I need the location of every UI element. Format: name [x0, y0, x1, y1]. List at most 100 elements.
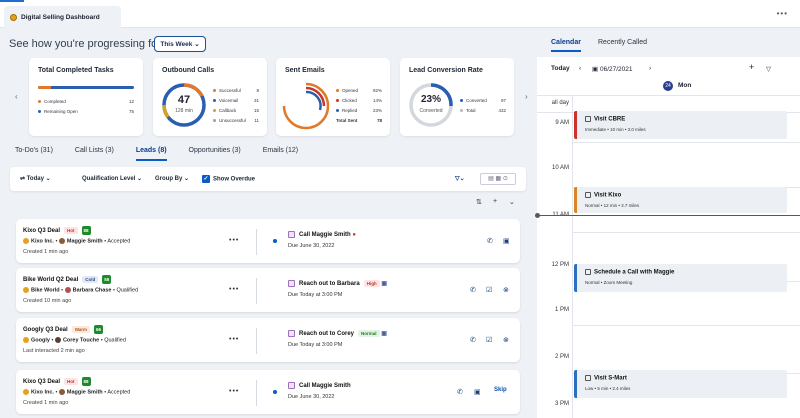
phone-icon[interactable]: ✆ [487, 238, 493, 245]
alert-icon: ● [352, 232, 356, 239]
tab-leads[interactable]: Leads (8) [135, 147, 167, 161]
calendar-icon[interactable]: ▣ [503, 238, 510, 245]
card-outbound-calls[interactable]: Outbound Calls 47 128 min Successful 8 Vo… [153, 58, 267, 136]
sort-order-icon[interactable]: ⇅ [476, 199, 482, 206]
carousel-next-icon[interactable]: › [525, 92, 528, 101]
checkbox-icon[interactable]: ☑ [486, 287, 493, 294]
chevron-down-icon: ⌄ [137, 176, 143, 182]
lead-status: Qualified [104, 337, 126, 344]
owner-name[interactable]: Maggie Smith [66, 389, 103, 396]
next-action[interactable]: Call Maggie Smith ● [288, 231, 356, 238]
skip-button[interactable]: Skip [494, 387, 507, 393]
show-overdue-checkbox[interactable]: ✓ Show Overdue [202, 175, 255, 183]
close-circle-icon[interactable]: ⊗ [503, 337, 509, 344]
lead-created: Created 1 min ago [23, 400, 69, 406]
next-action[interactable]: Reach out to Barbara High ▣ [288, 280, 387, 287]
event-call-maggie[interactable]: Schedule a Call with Maggie Normal • Zoo… [574, 264, 787, 292]
legend-value: 92% [372, 88, 382, 93]
tab-call-lists[interactable]: Call Lists (3) [74, 147, 114, 154]
legend-dot [460, 109, 463, 113]
temperature-badge: Hot [64, 378, 78, 385]
tab-emails[interactable]: Emails (12) [262, 147, 299, 154]
carousel-prev-icon[interactable]: ‹ [15, 92, 18, 101]
legend-label: Callback [219, 108, 237, 113]
phone-icon[interactable]: ✆ [457, 389, 463, 396]
owner-name[interactable]: Maggie Smith [66, 238, 103, 245]
event-visit-cbre[interactable]: Visit CBRE Immediate • 10 min • 3.0 mile… [574, 111, 787, 139]
hour-label: 9 AM [555, 120, 569, 126]
owner-name[interactable]: Barbara Chase [72, 287, 112, 294]
next-action[interactable]: Call Maggie Smith [288, 382, 351, 389]
card-lead-conversion[interactable]: Lead Conversion Rate 23% Converted Conve… [400, 58, 514, 136]
more-menu-icon[interactable]: ••• [776, 9, 788, 18]
date-filter[interactable]: ⇌ Today ⌄ [20, 175, 51, 182]
event-title: Schedule a Call with Maggie [585, 269, 674, 276]
event-title-text: Schedule a Call with Maggie [594, 269, 675, 276]
legend-dot [213, 89, 216, 93]
event-visit-kixo[interactable]: Visit Kixo Normal • 12 min • 3.7 miles [574, 187, 787, 213]
lead-card[interactable]: Kixo Q3 Deal Hot 88 Kixo Inc. • Maggie Smi… [16, 219, 520, 263]
event-title-text: Visit CBRE [594, 116, 626, 123]
period-dropdown[interactable]: This Week ⌄ [154, 36, 206, 52]
filter-icon[interactable]: ▽⌄ [455, 176, 465, 182]
divider [256, 229, 257, 255]
group-by-filter[interactable]: Group By ⌄ [155, 175, 189, 182]
lead-card[interactable]: Kixo Q3 Deal Hot 88 Kixo Inc. • Maggie Smi… [16, 370, 520, 414]
company-name[interactable]: Bike World [31, 287, 60, 294]
chevron-down-icon: ⌄ [45, 176, 51, 182]
event-visit-smart[interactable]: Visit S-Mart Low • 5 min • 2.4 miles [574, 370, 787, 398]
more-actions-icon[interactable]: ••• [229, 237, 240, 244]
lead-created: Last interacted 2 min ago [23, 348, 85, 354]
total-label: Total Sent [336, 118, 358, 123]
lead-card[interactable]: Googly Q3 Deal Warm 66 Googly • Corey Touc… [16, 318, 520, 362]
company-name[interactable]: Kixo Inc. [31, 389, 54, 396]
add-event-icon[interactable]: + [749, 62, 755, 72]
more-actions-icon[interactable]: ••• [229, 388, 240, 395]
card-title: Sent Emails [285, 67, 325, 74]
next-day-icon[interactable]: › [649, 65, 652, 72]
tab-calendar[interactable]: Calendar [551, 39, 581, 52]
card-sent-emails[interactable]: Sent Emails Opened 92% Clicked 14% Replied… [276, 58, 390, 136]
legend-label: Opened [342, 88, 359, 93]
next-action[interactable]: Reach out to Corey Normal ▣ [288, 330, 387, 337]
time-gutter [572, 95, 573, 418]
task-icon [288, 280, 295, 287]
prev-day-icon[interactable]: ‹ [579, 65, 582, 72]
checkbox-icon[interactable]: ☑ [486, 337, 493, 344]
company-name[interactable]: Googly [31, 337, 50, 344]
more-actions-icon[interactable]: ••• [229, 286, 240, 293]
today-button[interactable]: Today [551, 65, 570, 72]
view-toggle[interactable]: ▤ ▦ ⊙ [480, 173, 516, 185]
tab-todos[interactable]: To-Do's (31) [15, 147, 53, 154]
chevron-down-icon[interactable]: ⌄ [509, 199, 515, 206]
lead-card[interactable]: Bike World Q2 Deal Cold 55 Bike World • Ba… [16, 268, 520, 312]
legend-item: Successful 8 [213, 88, 259, 93]
action-label: Call Maggie Smith [299, 232, 351, 239]
event-icon [585, 269, 591, 275]
qualification-filter[interactable]: Qualification Level ⌄ [82, 175, 142, 182]
more-actions-icon[interactable]: ••• [229, 336, 240, 343]
grid-line [572, 142, 800, 143]
lead-title: Kixo Q3 Deal Hot 88 [23, 377, 91, 386]
phone-icon[interactable]: ✆ [470, 337, 476, 344]
tab-opportunities[interactable]: Opportunities (3) [188, 147, 241, 154]
lead-title: Googly Q3 Deal Warm 66 [23, 325, 104, 334]
lead-title-text: Kixo Q3 Deal [23, 228, 61, 235]
legend-item: Total 432 [460, 108, 506, 113]
company-name[interactable]: Kixo Inc. [31, 238, 54, 245]
calendar-panel: Calendar Recently Called Today ‹ ▣ 06/27… [535, 33, 800, 418]
date-picker[interactable]: ▣ 06/27/2021 [592, 65, 633, 73]
legend-value: 12 [128, 99, 134, 104]
add-icon[interactable]: + [493, 198, 498, 205]
legend-completed: Completed 12 [38, 99, 134, 104]
close-circle-icon[interactable]: ⊗ [503, 287, 509, 294]
tasks-progress-fill [38, 86, 52, 89]
app-tab[interactable]: Digital Selling Dashboard [4, 6, 121, 28]
filter-icon[interactable]: ▽ [766, 66, 771, 73]
card-total-completed-tasks[interactable]: Total Completed Tasks Completed 12 Remain… [29, 58, 143, 136]
phone-icon[interactable]: ✆ [470, 287, 476, 294]
tab-recently-called[interactable]: Recently Called [598, 39, 648, 46]
calendar-icon[interactable]: ▣ [474, 389, 481, 396]
legend-value: 31 [253, 98, 259, 103]
owner-name[interactable]: Corey Touche [62, 337, 100, 344]
